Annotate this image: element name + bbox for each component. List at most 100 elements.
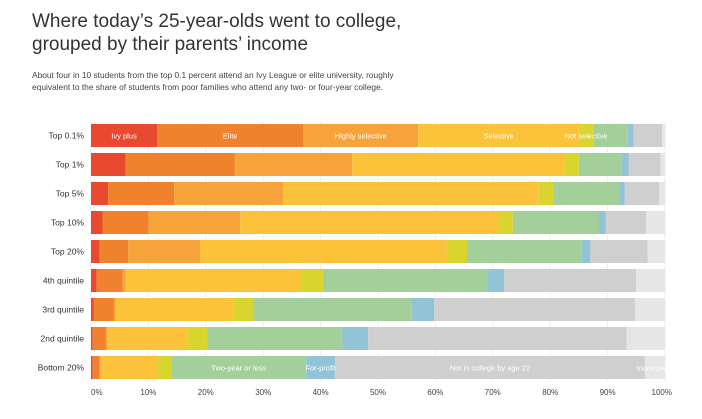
bar-segment-ivy-plus (91, 356, 93, 379)
segment-label: Not selective (565, 132, 608, 141)
bar-segment-for-profit (487, 269, 505, 292)
bar-segment-elite (108, 182, 175, 205)
bar-segment-ivy-plus (91, 182, 109, 205)
bar-segment-incomplete (636, 269, 665, 292)
bar-segment-two-year (593, 124, 628, 147)
segment-label: Incomplete (637, 364, 674, 373)
row-label: Top 20% (51, 247, 85, 257)
bar-segment-two-year (578, 153, 622, 176)
row-label: Bottom 20% (38, 363, 85, 373)
x-tick-label: 60% (427, 388, 443, 397)
bar-segment-two-year (207, 327, 343, 350)
bar-segment-not-in-college (434, 298, 636, 321)
bar-segment-not-in-college (504, 269, 637, 292)
bar-segment-for-profit (598, 211, 606, 234)
bar-segment-incomplete (626, 327, 665, 350)
row-label: Top 5% (56, 189, 85, 199)
bar-segment-for-profit (581, 240, 591, 263)
bar-segment-ivy-plus (91, 153, 126, 176)
bar-segment-incomplete (646, 211, 665, 234)
x-axis-ticks: 0% 10% 20% 30% 40% 50% 60% 70% 80% 90% 100% (91, 388, 672, 397)
bar-segment-incomplete (635, 298, 665, 321)
bar-segment-selective (352, 153, 565, 176)
bar-segment-not-selective (498, 211, 513, 234)
bar-segment-incomplete (644, 356, 665, 379)
row-label: 2nd quintile (41, 334, 85, 344)
x-tick-label: 10% (140, 388, 156, 397)
bar-segment-incomplete (660, 153, 665, 176)
bar-segment-incomplete (659, 182, 665, 205)
row-label: Top 1% (56, 160, 85, 170)
chart-title: Where today’s 25-year-olds went to colle… (32, 11, 402, 55)
bar-segment-selective (283, 182, 539, 205)
bar-segment-incomplete (662, 124, 665, 147)
row-label: Top 10% (51, 218, 85, 228)
bar-segment-not-selective (578, 124, 594, 147)
bar-segment-selective (107, 327, 188, 350)
bar-segment-selective (125, 269, 301, 292)
bar-segment-highly-selective (113, 298, 116, 321)
bar-segment-for-profit (627, 124, 634, 147)
bar-segment-two-year (553, 182, 620, 205)
bar-segment-selective (240, 211, 499, 234)
bar-segment-not-in-college (368, 327, 627, 350)
bar-segment-not-in-college (633, 124, 663, 147)
x-tick-label: 70% (485, 388, 501, 397)
x-tick-label: 40% (313, 388, 329, 397)
bar-segment-not-in-college (590, 240, 648, 263)
bar-segment-ivy-plus (91, 269, 97, 292)
bar-segment-not-selective (187, 327, 208, 350)
segment-label: Two-year or less (211, 364, 266, 373)
bar-segment-ivy-plus (91, 327, 93, 350)
bar-segment-not-selective (157, 356, 172, 379)
bar-segment-two-year (323, 269, 488, 292)
bar-segment-highly-selective (174, 182, 284, 205)
bar-segment-ivy-plus (91, 298, 94, 321)
segment-label: Not in college by age 22 (450, 364, 530, 373)
segment-label: Selective (483, 132, 513, 141)
bar-segment-elite (102, 211, 149, 234)
x-tick-label: 20% (198, 388, 214, 397)
bar-segment-two-year (466, 240, 582, 263)
bar-segment-incomplete (647, 240, 665, 263)
bar-segment-selective (200, 240, 447, 263)
bar-segment-elite (157, 124, 304, 147)
x-tick-label: 80% (542, 388, 558, 397)
bar-segment-highly-selective (128, 240, 201, 263)
x-tick-label: 0% (91, 388, 103, 397)
bars (91, 124, 665, 379)
bar-segment-elite (92, 327, 106, 350)
segment-label: Ivy plus (111, 132, 137, 141)
bar-segment-not-in-college (628, 153, 661, 176)
bar-segment-highly-selective (99, 356, 101, 379)
segment-label: Highly selective (335, 132, 387, 141)
bar-segment-for-profit (306, 356, 335, 379)
bar-segment-highly-selective (148, 211, 241, 234)
bar-segment-elite (99, 240, 129, 263)
x-tick-label: 30% (255, 388, 271, 397)
bar-segment-two-year (171, 356, 307, 379)
bar-segment-selective (115, 298, 234, 321)
x-tick-label: 50% (370, 388, 386, 397)
bar-segment-highly-selective (234, 153, 353, 176)
x-tick-label: 100% (652, 388, 672, 397)
bar-segment-not-in-college (334, 356, 645, 379)
bar-segment-for-profit (619, 182, 625, 205)
bar-segment-selective (100, 356, 158, 379)
bar-segment-ivy-plus (91, 124, 158, 147)
segment-label: For-profit (305, 364, 336, 373)
bar-segment-elite (92, 356, 100, 379)
row-labels: Top 0.1% Top 1% Top 5% Top 10% Top 20% 4th qu… (38, 131, 85, 373)
bar-segment-elite (93, 298, 114, 321)
bar-segment-for-profit (621, 153, 629, 176)
bar-segment-selective (418, 124, 579, 147)
bar-segment-not-selective (233, 298, 254, 321)
bar-segment-elite (125, 153, 235, 176)
bar-segment-ivy-plus (91, 211, 103, 234)
bar-segment-not-in-college (624, 182, 660, 205)
bar-segment-not-selective (538, 182, 554, 205)
bar-segment-highly-selective (303, 124, 419, 147)
segment-label: Elite (223, 132, 238, 141)
bar-segment-highly-selective (105, 327, 108, 350)
